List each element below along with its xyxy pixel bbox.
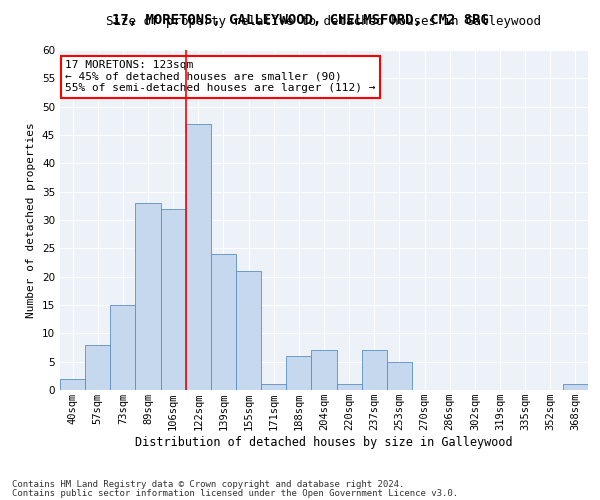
Bar (186, 124, 211, 390)
Title: Size of property relative to detached houses in Galleywood: Size of property relative to detached ho… (107, 15, 542, 28)
Bar (337, 384, 362, 390)
Bar (136, 203, 161, 390)
Bar (60, 378, 85, 390)
Bar (236, 271, 261, 390)
X-axis label: Distribution of detached houses by size in Galleywood: Distribution of detached houses by size … (135, 436, 513, 449)
Bar (362, 350, 387, 390)
Bar (211, 254, 236, 390)
Bar (311, 350, 337, 390)
Bar (85, 344, 110, 390)
Bar (261, 384, 286, 390)
Bar (161, 208, 186, 390)
Text: 17 MORETONS: 123sqm
← 45% of detached houses are smaller (90)
55% of semi-detach: 17 MORETONS: 123sqm ← 45% of detached ho… (65, 60, 376, 94)
Bar (563, 384, 588, 390)
Text: 17, MORETONS, GALLEYWOOD, CHELMSFORD, CM2 8RG: 17, MORETONS, GALLEYWOOD, CHELMSFORD, CM… (112, 12, 488, 26)
Bar (110, 305, 136, 390)
Y-axis label: Number of detached properties: Number of detached properties (26, 122, 37, 318)
Text: Contains HM Land Registry data © Crown copyright and database right 2024.: Contains HM Land Registry data © Crown c… (12, 480, 404, 489)
Text: Contains public sector information licensed under the Open Government Licence v3: Contains public sector information licen… (12, 488, 458, 498)
Bar (286, 356, 311, 390)
Bar (387, 362, 412, 390)
